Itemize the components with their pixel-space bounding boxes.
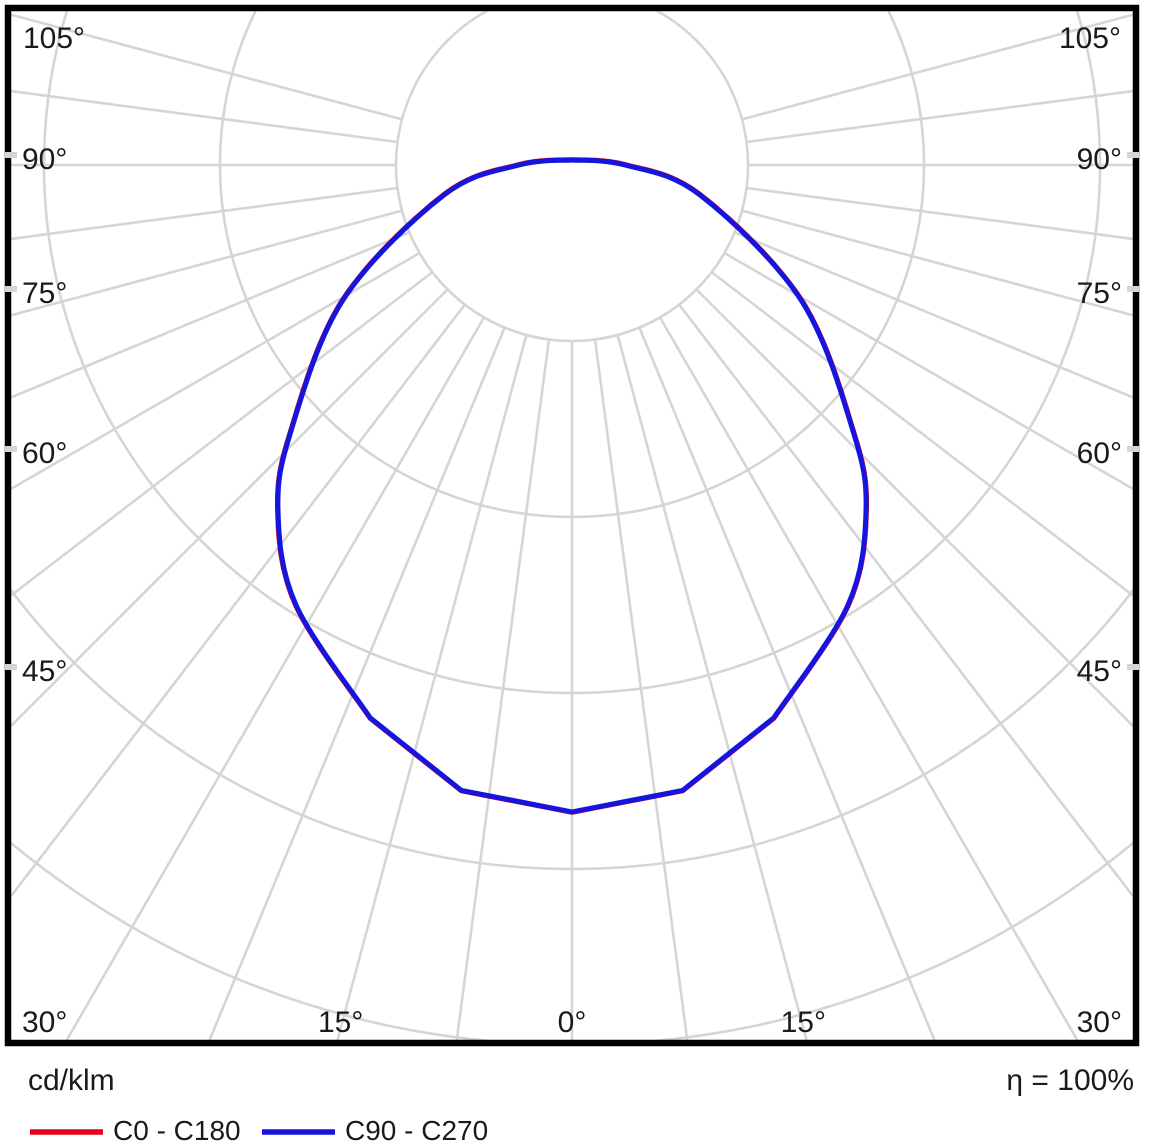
svg-text:90°: 90° — [22, 143, 67, 176]
svg-text:η = 100%: η = 100% — [1006, 1064, 1134, 1097]
svg-text:105°: 105° — [1059, 22, 1121, 55]
svg-text:45°: 45° — [1077, 655, 1122, 688]
svg-text:C0 - C180: C0 - C180 — [113, 1115, 241, 1143]
svg-text:15°: 15° — [318, 1006, 363, 1039]
svg-text:0°: 0° — [558, 1006, 587, 1039]
svg-text:60°: 60° — [1077, 437, 1122, 470]
svg-text:90°: 90° — [1077, 143, 1122, 176]
svg-text:45°: 45° — [22, 655, 67, 688]
svg-text:75°: 75° — [1077, 277, 1122, 310]
svg-text:cd/klm: cd/klm — [28, 1064, 115, 1097]
svg-text:30°: 30° — [1077, 1006, 1122, 1039]
svg-text:15°: 15° — [781, 1006, 826, 1039]
svg-text:105°: 105° — [23, 22, 85, 55]
svg-text:30°: 30° — [22, 1006, 67, 1039]
svg-text:C90 - C270: C90 - C270 — [345, 1115, 488, 1143]
svg-text:75°: 75° — [22, 277, 67, 310]
svg-text:60°: 60° — [22, 437, 67, 470]
